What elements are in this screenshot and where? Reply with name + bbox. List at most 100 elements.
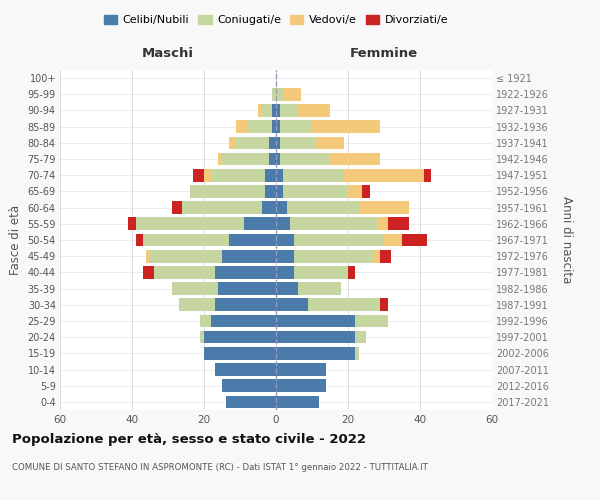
Bar (204, 169, 211, 181)
Bar (276, 266, 294, 278)
Bar (283, 185, 348, 198)
Bar (283, 88, 301, 101)
Bar (330, 152, 380, 166)
Bar (283, 169, 344, 181)
Bar (262, 104, 272, 117)
Bar (150, 250, 222, 262)
Bar (211, 169, 265, 181)
Bar (276, 88, 283, 101)
Bar (312, 120, 380, 133)
Bar (143, 234, 229, 246)
Bar (276, 282, 298, 295)
Bar (276, 298, 308, 311)
Bar (215, 266, 276, 278)
Bar (280, 152, 330, 166)
Bar (269, 152, 276, 166)
Bar (146, 250, 150, 262)
Bar (222, 250, 276, 262)
Bar (276, 185, 283, 198)
Bar (265, 185, 276, 198)
Bar (182, 202, 262, 214)
Y-axis label: Anni di nascita: Anni di nascita (560, 196, 573, 284)
Bar (298, 104, 330, 117)
Bar (226, 396, 276, 408)
Text: Maschi: Maschi (142, 48, 194, 60)
Bar (262, 202, 276, 214)
Bar (154, 266, 215, 278)
Bar (276, 331, 355, 344)
Bar (355, 331, 366, 344)
Bar (269, 136, 276, 149)
Bar (276, 347, 355, 360)
Bar (294, 234, 384, 246)
Bar (276, 136, 280, 149)
Bar (247, 120, 272, 133)
Bar (355, 314, 388, 328)
Bar (218, 282, 276, 295)
Bar (204, 331, 276, 344)
Bar (280, 120, 312, 133)
Bar (276, 169, 283, 181)
Bar (211, 314, 276, 328)
Bar (294, 266, 348, 278)
Bar (258, 104, 262, 117)
Bar (276, 152, 280, 166)
Bar (276, 234, 294, 246)
Bar (276, 250, 294, 262)
Bar (222, 152, 269, 166)
Bar (222, 380, 276, 392)
Bar (348, 266, 355, 278)
Bar (276, 363, 326, 376)
Bar (402, 234, 427, 246)
Bar (244, 218, 276, 230)
Bar (276, 314, 355, 328)
Bar (316, 136, 344, 149)
Bar (276, 202, 287, 214)
Bar (380, 250, 391, 262)
Bar (308, 298, 380, 311)
Bar (388, 218, 409, 230)
Bar (215, 298, 276, 311)
Bar (384, 234, 402, 246)
Bar (348, 185, 362, 198)
Bar (359, 202, 409, 214)
Bar (373, 250, 380, 262)
Text: Femmine: Femmine (350, 48, 418, 60)
Bar (193, 169, 204, 181)
Bar (200, 331, 204, 344)
Bar (204, 347, 276, 360)
Bar (190, 185, 265, 198)
Y-axis label: Fasce di età: Fasce di età (9, 205, 22, 275)
Bar (236, 136, 269, 149)
Bar (172, 282, 218, 295)
Bar (143, 266, 154, 278)
Bar (265, 169, 276, 181)
Bar (344, 169, 424, 181)
Text: Popolazione per età, sesso e stato civile - 2022: Popolazione per età, sesso e stato civil… (12, 432, 366, 446)
Bar (362, 185, 370, 198)
Bar (280, 104, 298, 117)
Legend: Celibi/Nubili, Coniugati/e, Vedovi/e, Divorziati/e: Celibi/Nubili, Coniugati/e, Vedovi/e, Di… (100, 10, 452, 30)
Bar (424, 169, 431, 181)
Bar (272, 120, 276, 133)
Bar (355, 347, 359, 360)
Bar (236, 120, 247, 133)
Bar (276, 104, 280, 117)
Bar (380, 298, 388, 311)
Bar (136, 218, 244, 230)
Bar (229, 234, 276, 246)
Bar (276, 380, 326, 392)
Bar (377, 218, 388, 230)
Bar (290, 218, 377, 230)
Bar (276, 396, 319, 408)
Bar (136, 234, 143, 246)
Bar (287, 202, 359, 214)
Text: COMUNE DI SANTO STEFANO IN ASPROMONTE (RC) - Dati ISTAT 1° gennaio 2022 - TUTTIT: COMUNE DI SANTO STEFANO IN ASPROMONTE (R… (12, 462, 428, 471)
Bar (179, 298, 215, 311)
Bar (272, 88, 276, 101)
Bar (128, 218, 136, 230)
Bar (229, 136, 236, 149)
Bar (272, 104, 276, 117)
Bar (215, 363, 276, 376)
Bar (280, 136, 316, 149)
